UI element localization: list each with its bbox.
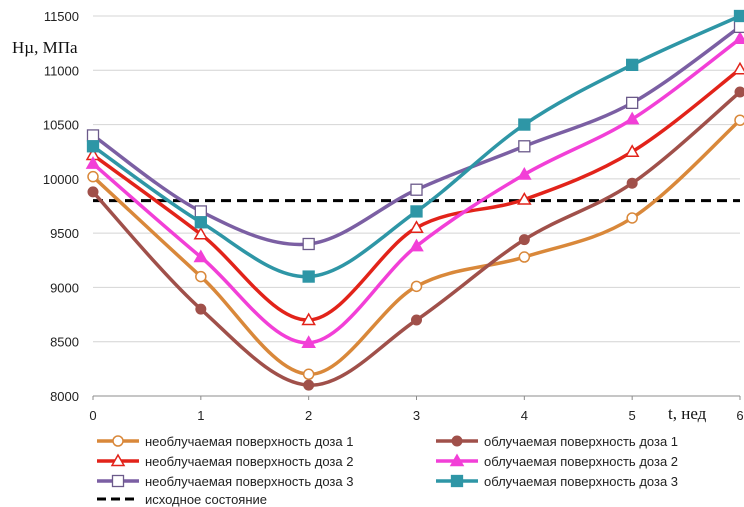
y-axis: 8000 8500 9000 9500 10000 10500 11000 11500 (43, 9, 79, 404)
legend-label: облучаемая поверхность доза 3 (484, 474, 678, 489)
y-tick-label: 8000 (50, 389, 79, 404)
data-point (733, 20, 744, 34)
data-point (301, 312, 316, 326)
x-tick-label: 2 (305, 408, 312, 423)
data-point (195, 303, 207, 315)
legend: необлучаемая поверхность доза 1 облучаема… (97, 434, 678, 507)
data-point (517, 191, 532, 205)
y-tick-label: 11000 (44, 63, 79, 78)
data-point (624, 144, 640, 157)
legend-item: облучаемая поверхность доза 2 (436, 453, 678, 469)
y-tick-label: 11500 (44, 9, 79, 24)
legend-marker (112, 435, 124, 447)
data-point (732, 61, 744, 75)
data-point (87, 186, 99, 198)
data-point (733, 9, 744, 23)
y-tick-label: 9000 (50, 280, 79, 295)
x-tick-label: 4 (521, 408, 528, 423)
legend-marker (110, 453, 126, 467)
data-point (195, 270, 207, 283)
legend-label: необлучаемая поверхность доза 2 (145, 454, 353, 469)
x-tick-label: 1 (197, 408, 204, 423)
legend-label: облучаемая поверхность доза 1 (484, 434, 678, 449)
y-tick-label: 8500 (50, 335, 79, 350)
data-point (518, 118, 531, 131)
data-point (303, 379, 315, 391)
legend-marker (449, 453, 465, 467)
data-point (194, 205, 207, 218)
data-point (734, 86, 744, 98)
data-point (410, 280, 423, 293)
x-tick-label: 0 (89, 408, 96, 423)
y-tick-label: 9500 (50, 226, 79, 241)
legend-label: исходное состояние (145, 492, 267, 507)
data-point (193, 249, 209, 263)
plot-series (85, 9, 744, 391)
legend-label: необлучаемая поверхность доза 1 (145, 434, 353, 449)
series-1 (87, 86, 744, 391)
series-5 (86, 9, 744, 283)
legend-label: необлучаемая поверхность доза 3 (145, 474, 353, 489)
y-axis-title: Hµ, МПа (12, 38, 78, 57)
legend-item: исходное состояние (97, 492, 267, 507)
legend-label: облучаемая поверхность доза 2 (484, 454, 678, 469)
series-4 (86, 20, 744, 251)
x-tick-label: 6 (736, 408, 743, 423)
data-point (87, 170, 99, 183)
data-point (86, 129, 100, 142)
legend-marker (450, 474, 464, 488)
data-point (411, 314, 422, 326)
series-0 (87, 114, 744, 381)
data-point (85, 156, 101, 169)
legend-item: облучаемая поверхность доза 3 (436, 474, 678, 489)
data-point (518, 140, 531, 153)
y-tick-label: 10500 (43, 118, 79, 133)
data-point (194, 216, 207, 229)
legend-item: необлучаемая поверхность доза 3 (97, 474, 353, 489)
x-axis: 0 1 2 3 4 5 6 (89, 396, 744, 423)
data-point (409, 238, 424, 252)
series-2 (85, 61, 744, 326)
data-point (518, 234, 530, 246)
data-point (626, 212, 638, 224)
x-axis-title: t, нед (668, 404, 707, 423)
data-point (302, 237, 315, 251)
x-tick-label: 3 (413, 408, 420, 423)
y-tick-label: 10000 (43, 172, 79, 187)
data-point (86, 140, 100, 153)
data-point (626, 96, 639, 110)
data-point (410, 183, 423, 196)
x-tick-label: 5 (629, 408, 636, 423)
legend-item: облучаемая поверхность доза 1 (436, 434, 678, 449)
legend-item: необлучаемая поверхность доза 2 (97, 453, 353, 469)
legend-item: необлучаемая поверхность доза 1 (97, 434, 353, 449)
data-point (517, 167, 532, 180)
data-point (626, 58, 639, 72)
data-point (302, 270, 315, 283)
data-point (409, 220, 424, 233)
data-point (732, 31, 744, 45)
legend-marker (451, 435, 463, 447)
data-point (626, 177, 638, 189)
data-point (734, 114, 744, 126)
data-point (624, 111, 640, 125)
legend-marker (111, 474, 125, 488)
data-point (301, 335, 316, 349)
data-point (410, 205, 423, 218)
data-point (302, 368, 315, 381)
series-3 (85, 31, 744, 349)
data-point (193, 226, 209, 240)
data-point (518, 251, 531, 263)
